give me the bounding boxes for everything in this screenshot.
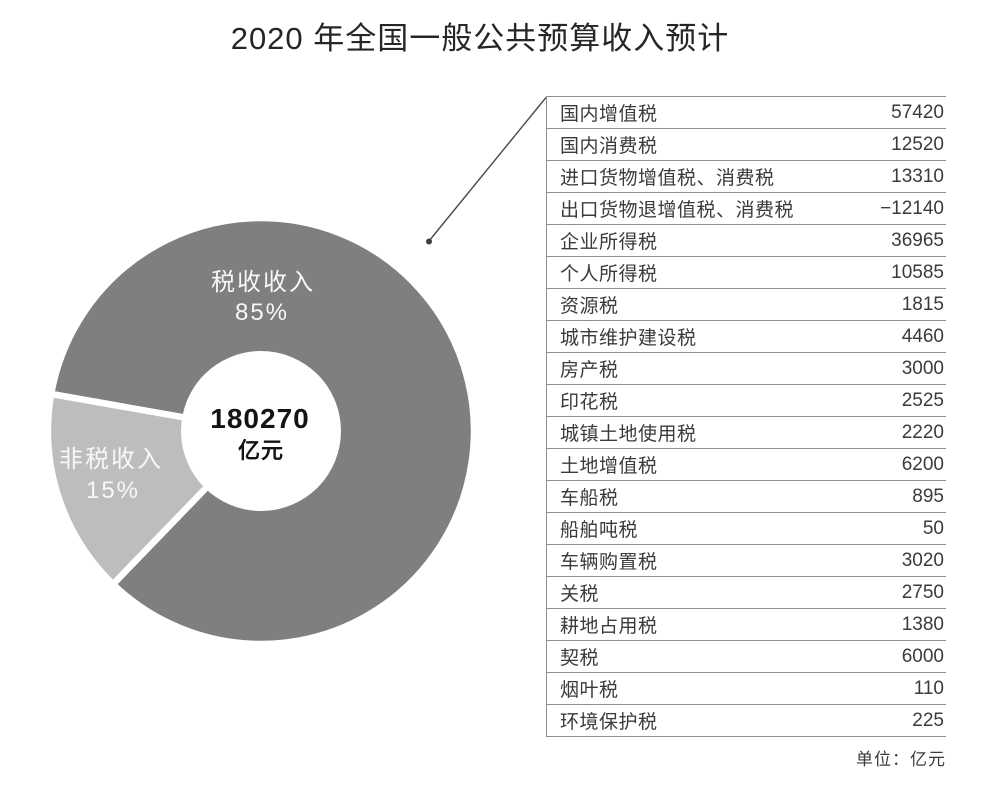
tax-value: 1380 — [901, 613, 944, 635]
tax-revenue-pct: 85% — [235, 299, 289, 326]
unit-note: 单位：亿元 — [856, 750, 946, 769]
nontax-revenue-pct: 15% — [86, 477, 140, 504]
tax-name: 进口货物增值税、消费税 — [560, 168, 775, 189]
table-row: 国内消费税 12520 — [547, 129, 946, 161]
table-row: 契税 6000 — [547, 641, 946, 673]
table-row: 环境保护税 225 — [547, 705, 946, 737]
tax-name: 印花税 — [560, 392, 619, 413]
tax-value: 13310 — [891, 165, 944, 187]
tax-name: 契税 — [560, 648, 600, 669]
tax-value: 3020 — [901, 549, 944, 571]
table-row: 城市维护建设税 4460 — [547, 321, 946, 353]
tax-name: 出口货物退增值税、消费税 — [560, 200, 795, 221]
tax-value: −12140 — [880, 197, 944, 219]
tax-name: 国内增值税 — [560, 104, 658, 125]
table-row: 船舶吨税 50 — [547, 513, 946, 545]
tax-value: 36965 — [891, 229, 944, 251]
tax-name: 个人所得税 — [560, 264, 658, 285]
tax-revenue-label: 税收收入 — [211, 269, 315, 296]
center-total-unit: 亿元 — [238, 438, 284, 463]
tax-value: 895 — [912, 485, 944, 507]
table-row: 出口货物退增值税、消费税 −12140 — [547, 193, 946, 225]
tax-value: 110 — [913, 677, 944, 699]
tax-name: 资源税 — [560, 296, 619, 317]
table-row: 城镇土地使用税 2220 — [547, 417, 946, 449]
tax-name: 车船税 — [560, 488, 619, 509]
center-total-value: 180270 — [210, 403, 309, 434]
tax-value: 57420 — [891, 101, 944, 123]
donut-hole — [181, 351, 341, 511]
table-row: 印花税 2525 — [547, 385, 946, 417]
tax-value: 2525 — [901, 389, 944, 411]
table-row: 土地增值税 6200 — [547, 449, 946, 481]
tax-name: 城市维护建设税 — [560, 328, 697, 349]
tax-value: 2750 — [901, 581, 944, 603]
tax-value: 50 — [922, 517, 944, 539]
table-row: 国内增值税 57420 — [547, 97, 946, 129]
tax-value: 6000 — [901, 645, 944, 667]
tax-name: 环境保护税 — [560, 712, 658, 733]
table-row: 进口货物增值税、消费税 13310 — [547, 161, 946, 193]
table-row: 关税 2750 — [547, 577, 946, 609]
tax-name: 国内消费税 — [560, 136, 658, 157]
tax-name: 船舶吨税 — [560, 520, 639, 541]
donut-chart: 税收收入 85% 非税收入 15% 180270 亿元 — [44, 214, 478, 648]
tax-value: 4460 — [901, 325, 944, 347]
tax-name: 耕地占用税 — [560, 616, 658, 637]
tax-name: 土地增值税 — [560, 456, 658, 477]
tax-value: 1815 — [901, 293, 944, 315]
tax-value: 2220 — [901, 421, 944, 443]
tax-name: 关税 — [560, 584, 600, 605]
tax-name: 房产税 — [560, 360, 619, 381]
table-row: 房产税 3000 — [547, 353, 946, 385]
tax-value: 3000 — [901, 357, 944, 379]
table-row: 个人所得税 10585 — [547, 257, 946, 289]
tax-name: 企业所得税 — [560, 232, 658, 253]
table-row: 车船税 895 — [547, 481, 946, 513]
tax-name: 车辆购置税 — [560, 552, 658, 573]
page-title: 2020 年全国一般公共预算收入预计 — [230, 21, 730, 56]
tax-value: 6200 — [901, 453, 944, 475]
tax-value: 12520 — [891, 133, 944, 155]
table-row: 车辆购置税 3020 — [547, 545, 946, 577]
tax-name: 烟叶税 — [560, 680, 619, 701]
tax-name: 城镇土地使用税 — [560, 424, 697, 445]
tax-table: 国内增值税 57420 国内消费税 12520 进口货物增值税、消费税 13310 出口货物… — [546, 96, 946, 737]
table-row: 资源税 1815 — [547, 289, 946, 321]
table-row: 企业所得税 36965 — [547, 225, 946, 257]
tax-value: 225 — [912, 709, 944, 731]
tax-value: 10585 — [891, 261, 944, 283]
table-row: 烟叶税 110 — [547, 673, 946, 705]
nontax-revenue-label: 非税收入 — [59, 446, 163, 473]
table-row: 耕地占用税 1380 — [547, 609, 946, 641]
